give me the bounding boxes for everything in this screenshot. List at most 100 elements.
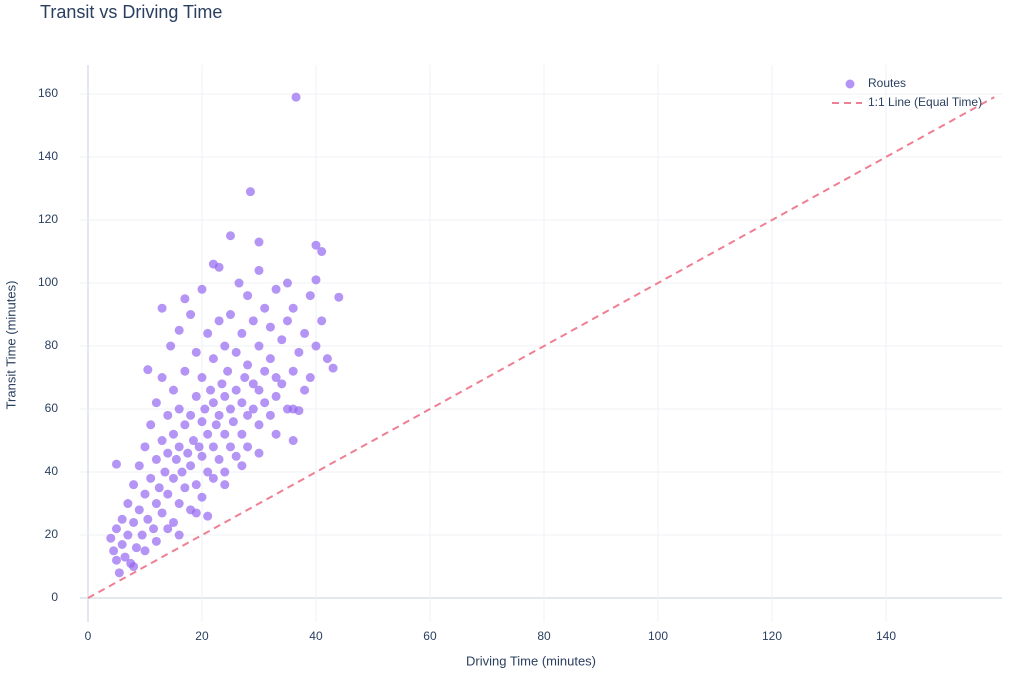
point (254, 420, 264, 430)
point (146, 420, 156, 430)
point (203, 467, 213, 477)
point (208, 442, 218, 452)
point (149, 524, 159, 534)
x-tick-label: 100 (648, 629, 668, 643)
point (129, 480, 139, 490)
x-tick-label: 20 (195, 629, 209, 643)
point (254, 448, 264, 458)
point (154, 483, 164, 493)
point (157, 508, 167, 518)
point (208, 259, 218, 269)
point (163, 448, 173, 458)
point (143, 365, 153, 375)
point (114, 568, 124, 578)
point (265, 354, 275, 364)
point (248, 379, 258, 389)
x-tick-label: 140 (876, 629, 896, 643)
point (305, 291, 315, 301)
point (288, 366, 298, 376)
point (120, 552, 130, 562)
y-tick-label: 120 (38, 212, 58, 226)
legend-swatch (845, 79, 855, 89)
point (129, 562, 139, 572)
point (208, 398, 218, 408)
y-tick-label: 20 (45, 527, 59, 541)
point (225, 231, 235, 241)
point (317, 316, 327, 326)
point (180, 483, 190, 493)
point (214, 454, 224, 464)
point (225, 404, 235, 414)
legend-label: Routes (868, 76, 906, 90)
point (260, 366, 270, 376)
point (220, 391, 230, 401)
point (311, 275, 321, 285)
point (237, 429, 247, 439)
point (163, 524, 173, 534)
point (300, 328, 310, 338)
point (231, 451, 241, 461)
point (168, 517, 178, 527)
point (157, 436, 167, 446)
point (186, 410, 196, 420)
point (186, 310, 196, 320)
x-tick-label: 40 (309, 629, 323, 643)
point (234, 278, 244, 288)
point (231, 385, 241, 395)
point (243, 360, 253, 370)
legend-label: 1:1 Line (Equal Time) (868, 95, 982, 109)
point (134, 505, 144, 515)
point (208, 354, 218, 364)
point (203, 429, 213, 439)
point (140, 442, 150, 452)
point (328, 363, 338, 373)
point (245, 187, 255, 197)
point (237, 328, 247, 338)
x-tick-label: 60 (423, 629, 437, 643)
point (180, 366, 190, 376)
point (140, 489, 150, 499)
point (174, 325, 184, 335)
y-tick-label: 80 (45, 338, 59, 352)
point (163, 410, 173, 420)
point (151, 499, 161, 509)
point (137, 530, 147, 540)
point (143, 514, 153, 524)
y-tick-label: 160 (38, 86, 58, 100)
point (220, 480, 230, 490)
point (197, 284, 207, 294)
point (317, 247, 327, 257)
point (151, 536, 161, 546)
point (140, 546, 150, 556)
point (223, 366, 233, 376)
chart-title: Transit vs Driving Time (40, 2, 222, 22)
point (288, 303, 298, 313)
point (214, 316, 224, 326)
point (111, 524, 121, 534)
point (265, 410, 275, 420)
point (180, 420, 190, 430)
point (111, 459, 121, 469)
point (177, 467, 187, 477)
point (248, 316, 258, 326)
point (194, 442, 204, 452)
point (174, 530, 184, 540)
point (171, 454, 181, 464)
y-axis-title: Transit Time (minutes) (3, 281, 18, 410)
point (206, 385, 216, 395)
point (191, 508, 201, 518)
point (197, 417, 207, 427)
point (248, 404, 258, 414)
point (109, 546, 119, 556)
point (200, 404, 210, 414)
point (211, 420, 221, 430)
point (188, 436, 198, 446)
point (151, 454, 161, 464)
point (311, 240, 321, 250)
y-tick-label: 60 (45, 401, 59, 415)
y-tick-label: 0 (51, 590, 58, 604)
point (254, 385, 264, 395)
point (237, 461, 247, 471)
y-tick-label: 40 (45, 464, 59, 478)
point (180, 294, 190, 304)
